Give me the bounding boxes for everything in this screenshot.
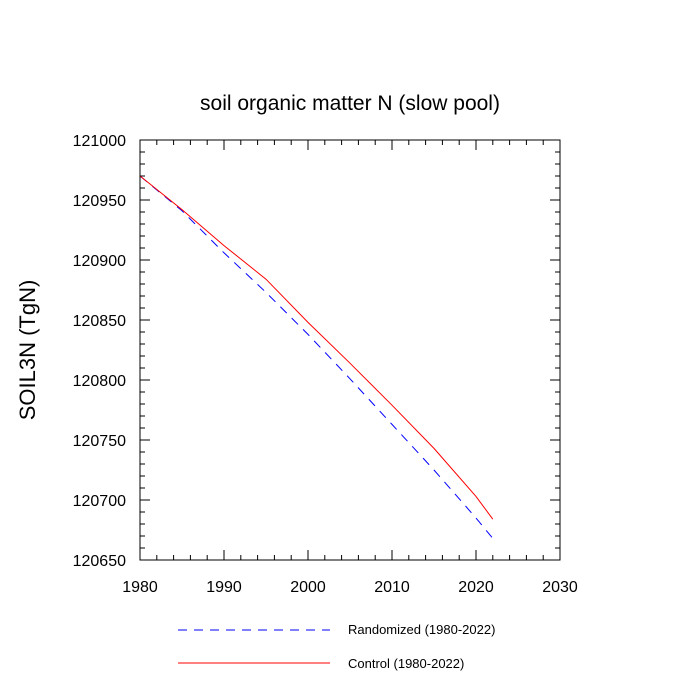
y-tick-label: 121000: [73, 133, 126, 150]
y-tick-label: 120700: [73, 493, 126, 510]
x-tick-label: 1980: [122, 579, 158, 596]
legend-label-randomized: Randomized (1980-2022): [348, 622, 495, 637]
y-tick-label: 120950: [73, 193, 126, 210]
y-tick-label: 120900: [73, 253, 126, 270]
x-tick-label: 2010: [374, 579, 410, 596]
y-tick-label: 120750: [73, 433, 126, 450]
x-tick-label: 2000: [290, 579, 326, 596]
series-lines: [139, 175, 494, 539]
series-line-control: [139, 175, 494, 520]
x-tick-label: 1990: [206, 579, 242, 596]
y-tick-label: 120850: [73, 313, 126, 330]
y-tick-label: 120800: [73, 373, 126, 390]
x-tick-label: 2030: [542, 579, 578, 596]
tick-labels: 1980 1990 2000 2010 2020 2030 120650 120700 1207…: [73, 133, 578, 596]
legend: Randomized (1980-2022) Control (1980-202…: [178, 622, 495, 671]
chart-title: soil organic matter N (slow pool): [200, 92, 500, 115]
x-tick-label: 2020: [458, 579, 494, 596]
legend-label-control: Control (1980-2022): [348, 656, 464, 671]
y-axis-label: SOIL3N (TgN): [15, 280, 40, 421]
plot-frame: [139, 139, 561, 561]
series-line-randomized: [139, 175, 494, 539]
y-tick-label: 120650: [73, 553, 126, 570]
axis-ticks: [139, 139, 561, 561]
